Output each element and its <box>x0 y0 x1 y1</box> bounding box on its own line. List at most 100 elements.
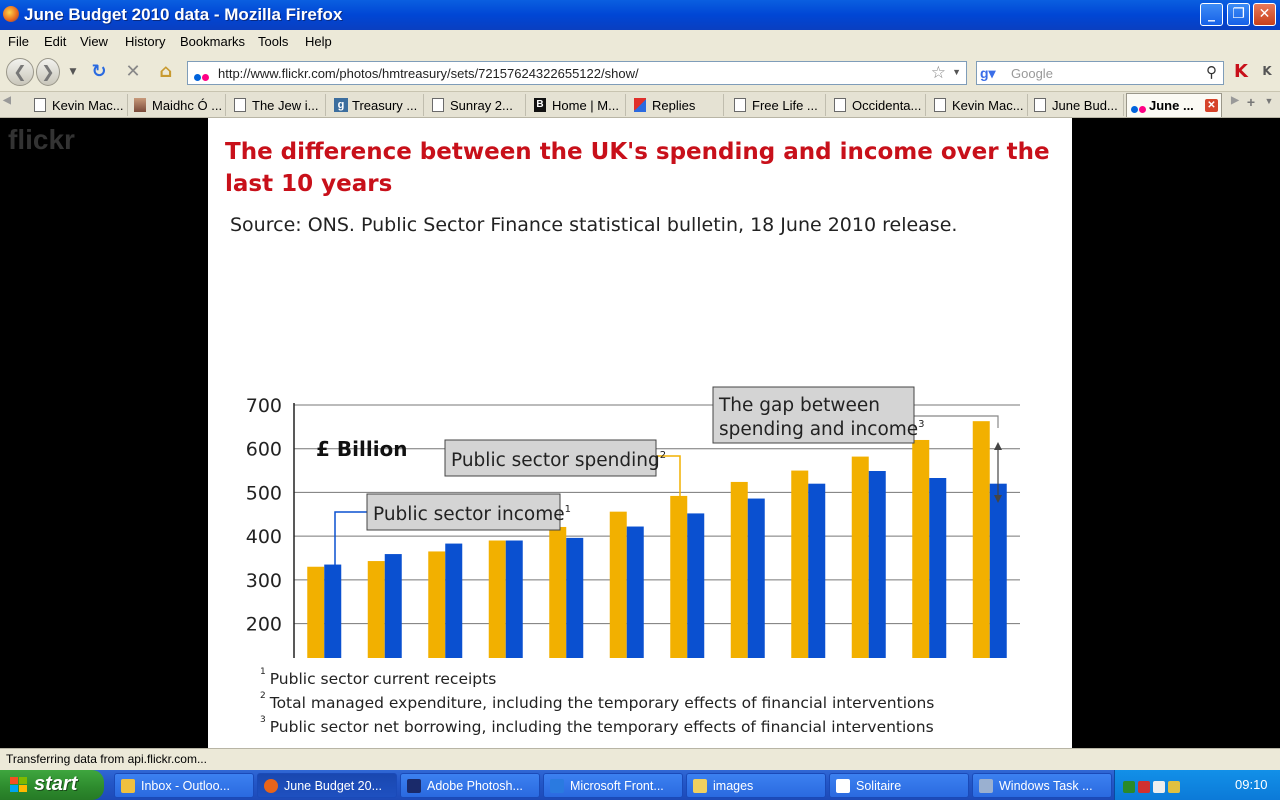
minimize-button[interactable]: _ <box>1200 3 1223 26</box>
taskbar-item-frontpage[interactable]: Microsoft Front... <box>543 773 683 798</box>
address-bar[interactable]: http://www.flickr.com/photos/hmtreasury/… <box>187 61 967 85</box>
history-dropdown-icon[interactable]: ▼ <box>69 67 77 77</box>
forward-button[interactable]: ❯ <box>36 58 60 86</box>
start-button[interactable]: start <box>0 770 104 800</box>
tab-11[interactable]: June Bud... <box>1030 94 1124 116</box>
menu-bookmarks[interactable]: Bookmarks <box>180 34 246 49</box>
slideshow-image[interactable]: The difference between the UK's spending… <box>208 118 1072 748</box>
taskbar-item-task-manager[interactable]: Windows Task ... <box>972 773 1112 798</box>
tab-9[interactable]: Occidenta... <box>830 94 926 116</box>
page-icon <box>34 98 46 112</box>
tab-label: Occidenta... <box>852 98 922 113</box>
gap-connector-line <box>914 415 999 428</box>
tab-scroll-right-icon[interactable]: ▶ <box>1231 95 1239 106</box>
tab-label: Free Life ... <box>752 98 818 113</box>
taskbar-item-firefox[interactable]: June Budget 20... <box>257 773 397 798</box>
tab-label: Maidhc Ó ... <box>152 98 223 113</box>
gap-annotation-text-line1: The gap between <box>718 395 880 416</box>
tab-scroll-left-icon[interactable]: ◀ <box>3 95 11 106</box>
page-icon <box>234 98 246 112</box>
footnote-3: 3 Public sector net borrowing, including … <box>260 715 934 737</box>
taskbar-item-label: images <box>713 779 754 793</box>
search-box[interactable]: g▾ Google ⚲ <box>976 61 1224 85</box>
tray-network-icon[interactable] <box>1123 781 1135 793</box>
page-content: flickr The difference between the UK's s… <box>0 118 1280 748</box>
close-tab-icon[interactable]: ✕ <box>1205 99 1218 112</box>
spending-bar-2000-01 <box>428 551 446 658</box>
y-tick-label-500: 500 <box>246 482 282 504</box>
taskbar-item-label: Windows Task ... <box>999 779 1093 793</box>
spending-bar-2007-08 <box>851 456 869 658</box>
tab-1[interactable]: Kevin Mac... <box>30 94 128 116</box>
taskbar-item-photoshop[interactable]: Adobe Photosh... <box>400 773 540 798</box>
tray-volume-icon[interactable] <box>1168 781 1180 793</box>
tab-7[interactable]: Replies <box>630 94 724 116</box>
y-tick-label-100: 100 <box>246 657 282 658</box>
menu-file[interactable]: File <box>8 34 29 49</box>
addon-k-icon[interactable]: K <box>1262 64 1272 78</box>
gap-annotation-box <box>712 386 915 444</box>
menu-history[interactable]: History <box>125 34 166 49</box>
tab-2[interactable]: Maidhc Ó ... <box>130 94 226 116</box>
back-button[interactable]: ❮ <box>6 58 34 86</box>
tab-10[interactable]: Kevin Mac... <box>930 94 1028 116</box>
tab-4[interactable]: g Treasury ... <box>330 94 424 116</box>
addon-icon[interactable]: K <box>1234 61 1248 82</box>
b-icon: B <box>534 98 546 112</box>
income-bar-1999-00 <box>384 554 402 658</box>
google-engine-icon[interactable]: g▾ <box>980 65 996 81</box>
tray-lock-icon[interactable] <box>1153 781 1165 793</box>
flickr-favicon-icon <box>194 69 210 81</box>
reload-icon[interactable]: ↻ <box>91 61 107 82</box>
income-bar-2006-07 <box>808 483 826 658</box>
income-annotation-text: Public sector income1 <box>373 504 571 525</box>
url-text: http://www.flickr.com/photos/hmtreasury/… <box>218 66 639 81</box>
stop-icon[interactable]: ✕ <box>125 61 141 82</box>
tab-12-active[interactable]: June ... ✕ <box>1126 93 1222 117</box>
tray-icons[interactable] <box>1123 778 1223 793</box>
spending-bar-2005-06 <box>730 481 748 658</box>
tab-6[interactable]: B Home | M... <box>530 94 626 116</box>
tray-security-icon[interactable] <box>1138 781 1150 793</box>
y-tick-label-200: 200 <box>246 614 282 636</box>
search-icon[interactable]: ⚲ <box>1206 64 1217 81</box>
tab-3[interactable]: The Jew i... <box>230 94 326 116</box>
menu-tools[interactable]: Tools <box>258 34 289 49</box>
bookmark-star-icon[interactable]: ☆ <box>930 63 946 82</box>
spending-bar-2003-04 <box>609 511 627 658</box>
taskbar-item-images[interactable]: images <box>686 773 826 798</box>
chart-gridlines <box>294 404 1020 625</box>
search-placeholder: Google <box>1011 66 1053 81</box>
gap-arrow-bottom-icon <box>994 495 1002 503</box>
income-connector-line <box>334 511 368 568</box>
tab-label: Replies <box>652 98 696 113</box>
menu-edit[interactable]: Edit <box>44 34 67 49</box>
taskbar-item-solitaire[interactable]: Solitaire <box>829 773 969 798</box>
taskbar-item-label: June Budget 20... <box>284 779 382 793</box>
spending-annotation-text: Public sector spending2 <box>451 450 666 471</box>
tab-8[interactable]: Free Life ... <box>730 94 826 116</box>
spending-bar-2002-03 <box>549 526 567 658</box>
flickr-icon <box>1131 101 1147 115</box>
maximize-button[interactable]: ❐ <box>1227 3 1250 26</box>
income-bar-2008-09 <box>929 478 947 658</box>
taskbar-item-outlook[interactable]: Inbox - Outloo... <box>114 773 254 798</box>
spending-bar-1998-99 <box>307 566 325 658</box>
photoshop-icon <box>407 779 421 793</box>
tab-5[interactable]: Sunray 2... <box>428 94 526 116</box>
close-window-button[interactable]: ✕ <box>1253 3 1276 26</box>
y-tick-label-300: 300 <box>246 570 282 592</box>
spending-connector-line <box>656 455 681 524</box>
footnote-2: 2 Total managed expenditure, including th… <box>260 691 935 713</box>
system-tray: 09:10 <box>1114 770 1280 800</box>
income-annotation-box <box>366 493 561 531</box>
new-tab-icon[interactable]: + <box>1246 94 1256 110</box>
photo-icon <box>134 98 146 112</box>
menu-help[interactable]: Help <box>305 34 332 49</box>
window-title-bar[interactable]: June Budget 2010 data - Mozilla Firefox … <box>0 0 1280 30</box>
menu-view[interactable]: View <box>80 34 108 49</box>
home-icon[interactable]: ⌂ <box>159 61 173 82</box>
folder-icon <box>693 779 707 793</box>
tab-list-dropdown-icon[interactable]: ▼ <box>1264 96 1274 106</box>
url-dropdown-icon[interactable]: ▼ <box>952 67 961 77</box>
